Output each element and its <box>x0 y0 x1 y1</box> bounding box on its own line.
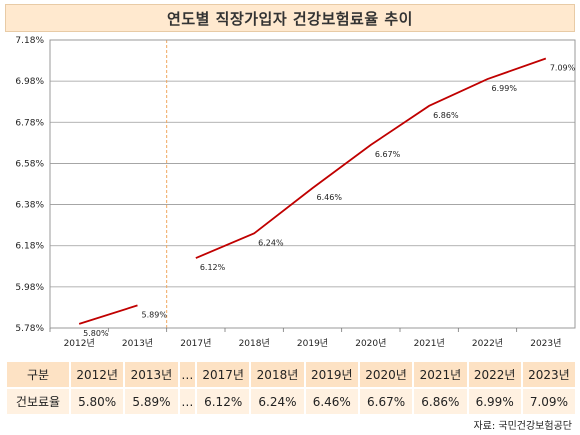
table-value-cell: 7.09% <box>520 387 575 414</box>
table-year-cell: 2021년 <box>412 361 468 388</box>
data-label: 7.09% <box>550 64 576 73</box>
y-tick-label: 6.98% <box>15 77 44 87</box>
table-year-cell: 2012년 <box>68 361 125 388</box>
y-tick-label: 6.58% <box>15 159 44 169</box>
line-chart: 7.18% 6.98% 6.78% 6.58% 6.38% 6.18% 5.98% 5.78%… <box>15 36 576 349</box>
x-tick-label: 2022년 <box>472 338 503 349</box>
table-year-cell: 2023년 <box>520 361 575 388</box>
chart-title: 연도별 직장가입자 건강보험료율 추이 <box>167 9 413 28</box>
table-year-cell: 2020년 <box>357 361 414 388</box>
x-tick-label: 2013년 <box>122 338 153 349</box>
table-value-row: 건보료율 5.80% 5.89% … 6.12% 6.24% 6.46% 6.6… <box>5 387 575 414</box>
table-header-row: 구분 2012년 2013년 … 2017년 2018년 2019년 2020년… <box>5 361 575 388</box>
table-header-label: 구분 <box>5 361 70 388</box>
data-label: 5.89% <box>142 310 168 319</box>
table-value-cell: 6.24% <box>249 387 305 414</box>
data-label: 6.46% <box>317 193 343 202</box>
table-value-cell: 5.89% <box>123 387 179 414</box>
table-year-cell: 2013년 <box>123 361 179 388</box>
table-value-cell: 6.46% <box>303 387 359 414</box>
axis-layer: 7.18% 6.98% 6.78% 6.58% 6.38% 6.18% 5.98% 5.78%… <box>15 36 576 349</box>
data-label: 5.80% <box>83 329 109 338</box>
table-year-cell: … <box>177 361 197 388</box>
table-value-cell: 6.12% <box>195 387 251 414</box>
table-value-cell: 6.99% <box>466 387 522 414</box>
data-label: 6.24% <box>258 238 284 247</box>
table-value-cell: … <box>177 387 197 414</box>
series-line <box>78 304 138 325</box>
table-year-cell: 2022년 <box>466 361 522 388</box>
label-layer: 5.80% 5.89% 6.12% 6.24% 6.46% 6.67% 6.86% 6.99%… <box>83 64 575 338</box>
y-tick-label: 6.18% <box>15 242 44 252</box>
table-value-cell: 6.86% <box>412 387 468 414</box>
data-label: 6.86% <box>433 111 459 120</box>
y-tick-label: 5.98% <box>15 283 44 293</box>
data-table: 구분 2012년 2013년 … 2017년 2018년 2019년 2020년… <box>5 361 575 414</box>
data-label: 6.67% <box>375 150 401 159</box>
y-tick-label: 6.78% <box>15 118 44 128</box>
grid-layer <box>50 39 575 329</box>
series-line <box>195 57 547 259</box>
source-note: 자료: 국민건강보험공단 <box>473 421 572 432</box>
data-label: 6.99% <box>492 84 518 93</box>
y-tick-label: 7.18% <box>15 36 44 46</box>
table-year-cell: 2017년 <box>195 361 251 388</box>
x-tick-label: 2018년 <box>239 338 270 349</box>
y-tick-label: 5.78% <box>15 324 44 334</box>
x-tick-label: 2012년 <box>64 338 95 349</box>
x-tick-label: 2023년 <box>530 338 561 349</box>
table-row-label: 건보료율 <box>5 387 70 414</box>
plot-border <box>49 39 576 329</box>
data-label: 6.12% <box>200 263 226 272</box>
x-tick-label: 2019년 <box>297 338 328 349</box>
x-tick-label: 2017년 <box>180 338 211 349</box>
table-year-cell: 2019년 <box>303 361 359 388</box>
y-tick-label: 6.38% <box>15 201 44 211</box>
x-tick-label: 2021년 <box>414 338 445 349</box>
table-value-cell: 6.67% <box>357 387 414 414</box>
line-layer <box>78 57 547 325</box>
table-year-cell: 2018년 <box>249 361 305 388</box>
x-tick-label: 2020년 <box>355 338 386 349</box>
title-bar: 연도별 직장가입자 건강보험료율 추이 <box>5 4 575 32</box>
table-value-cell: 5.80% <box>68 387 125 414</box>
